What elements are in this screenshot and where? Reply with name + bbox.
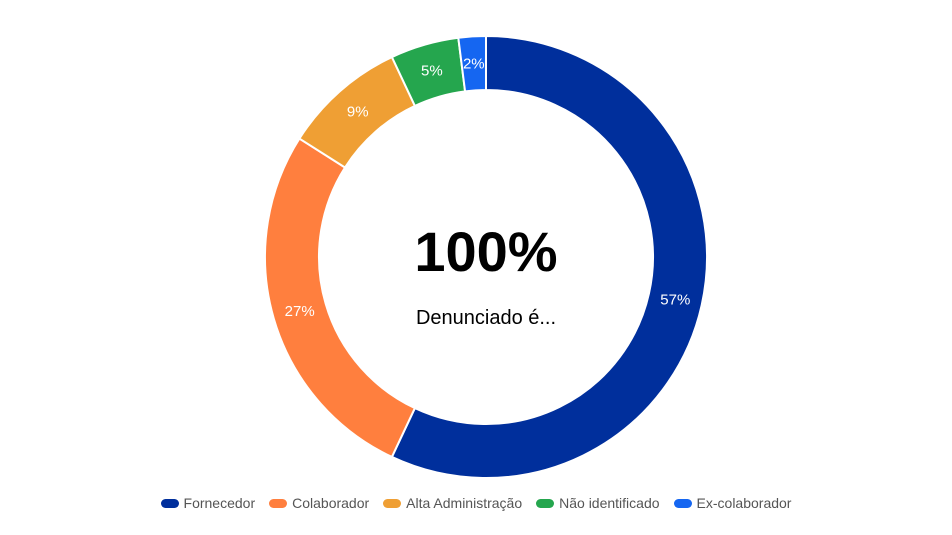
legend-item[interactable]: Colaborador (269, 495, 369, 511)
legend-item[interactable]: Não identificado (536, 495, 660, 511)
slice-label-ex-colaborador: 2% (463, 55, 485, 72)
donut-chart: 57% 27% 9% 5% 2% 100% Denunciado é... (264, 34, 708, 479)
legend-item[interactable]: Alta Administração (383, 495, 522, 511)
legend-swatch (269, 498, 288, 508)
legend-swatch (160, 498, 179, 508)
slice-label-n-o-identificado: 5% (421, 63, 443, 80)
center-total-value: 100% (414, 220, 558, 283)
legend-item[interactable]: Ex-colaborador (673, 495, 792, 511)
slice-label-alta-administra-o: 9% (347, 103, 369, 120)
slice-fornecedor[interactable] (390, 34, 708, 479)
slice-label-colaborador: 27% (285, 303, 315, 320)
legend-label: Fornecedor (183, 495, 256, 511)
chart-legend: Fornecedor Colaborador Alta Administração N… (0, 493, 952, 513)
slice-ex-colaborador[interactable] (457, 34, 487, 93)
legend-item[interactable]: Fornecedor (160, 495, 256, 511)
slice-colaborador[interactable] (264, 137, 417, 459)
legend-swatch (383, 498, 402, 508)
legend-label: Colaborador (292, 495, 370, 511)
slice-label-fornecedor: 57% (660, 291, 690, 308)
legend-label: Não identificado (559, 495, 660, 511)
center-label: Denunciado é... (415, 307, 557, 329)
legend-swatch (536, 498, 555, 508)
legend-label: Alta Administração (406, 495, 523, 511)
legend-swatch (673, 498, 692, 508)
legend-label: Ex-colaborador (696, 495, 792, 511)
donut-chart-svg: 57% 27% 9% 5% 2% (264, 34, 708, 479)
